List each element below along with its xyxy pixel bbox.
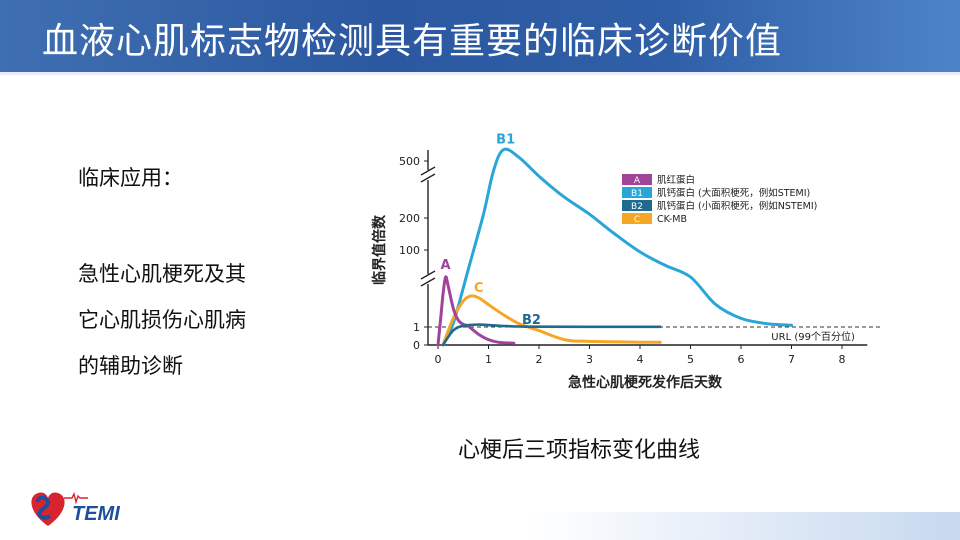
curve-label-b1: B1	[496, 133, 515, 148]
chart-caption: 心梗后三项指标变化曲线	[458, 438, 701, 463]
x-tick-label: 3	[586, 353, 593, 366]
series-line-b1	[441, 147, 793, 347]
curve-label-a: A	[441, 258, 451, 273]
legend-label: CK-MB	[657, 214, 687, 225]
legend-code: A	[634, 176, 641, 186]
y-tick-label: 500	[399, 155, 420, 168]
legend-code: C	[634, 215, 640, 225]
y-axis-break-upper-gap	[424, 170, 432, 180]
legend-label: 肌钙蛋白 (大面积梗死，例如STEMI)	[657, 187, 810, 199]
y-axis-break-lower-2	[420, 277, 436, 287]
series-line-c	[441, 294, 662, 347]
temi-logo: TEMI	[31, 491, 120, 526]
x-tick-label: 4	[637, 353, 644, 366]
logo-text: TEMI	[72, 503, 120, 525]
series-line-a	[436, 275, 516, 347]
x-tick-label: 0	[435, 353, 442, 366]
heart-logo-icon	[31, 492, 65, 526]
legend-label: 肌红蛋白	[657, 174, 695, 186]
footer-band	[0, 512, 960, 540]
application-line-2: 它心肌损伤心肌病	[78, 308, 246, 332]
curve-label-c: C	[474, 281, 484, 296]
y-axis-break-upper-2	[420, 173, 436, 183]
legend-code: B1	[631, 189, 643, 199]
y-axis-break-upper	[420, 166, 436, 176]
legend-label: 肌钙蛋白 (小面积梗死，例如NSTEMI)	[657, 200, 817, 212]
legend-code: B2	[631, 202, 643, 212]
y-tick-label: 0	[413, 339, 420, 352]
application-line-3: 的辅助诊断	[78, 354, 183, 378]
x-tick-label: 5	[687, 353, 694, 366]
x-tick-label: 7	[788, 353, 795, 366]
y-axis-label: 临界值倍数	[371, 214, 388, 285]
x-axis-label: 急性心肌梗死发作后天数	[568, 374, 723, 391]
x-tick-label: 8	[839, 353, 846, 366]
title-bar: 血液心肌标志物检测具有重要的临床诊断价值	[0, 0, 960, 72]
y-tick-label: 1	[413, 321, 420, 334]
y-axis-break-lower	[420, 270, 436, 280]
y-tick-label: 100	[399, 244, 420, 257]
curve-label-b2: B2	[522, 313, 541, 328]
slide-title: 血液心肌标志物检测具有重要的临床诊断价值	[42, 21, 783, 62]
legend-swatch-c	[622, 213, 652, 224]
application-line-1: 急性心肌梗死及其	[78, 262, 246, 286]
reference-line-label: URL (99个百分位)	[771, 330, 855, 343]
title-divider	[0, 72, 960, 75]
biomarker-chart: 0 1 2 3 4 5 6 7 8 0 1 100 200 500 急性心肌梗死发作后天数 临界值倍数 URL …	[371, 133, 880, 391]
legend-swatch-b2	[622, 200, 652, 211]
x-tick-label: 2	[536, 353, 543, 366]
x-tick-label: 6	[738, 353, 745, 366]
y-tick-label: 200	[399, 212, 420, 225]
legend-swatch-b1	[622, 187, 652, 198]
series-line-b2	[441, 323, 662, 347]
legend-swatch-a	[622, 174, 652, 185]
application-heading: 临床应用：	[78, 166, 183, 190]
x-tick-label: 1	[485, 353, 492, 366]
y-axis-break-lower-gap	[424, 274, 432, 284]
